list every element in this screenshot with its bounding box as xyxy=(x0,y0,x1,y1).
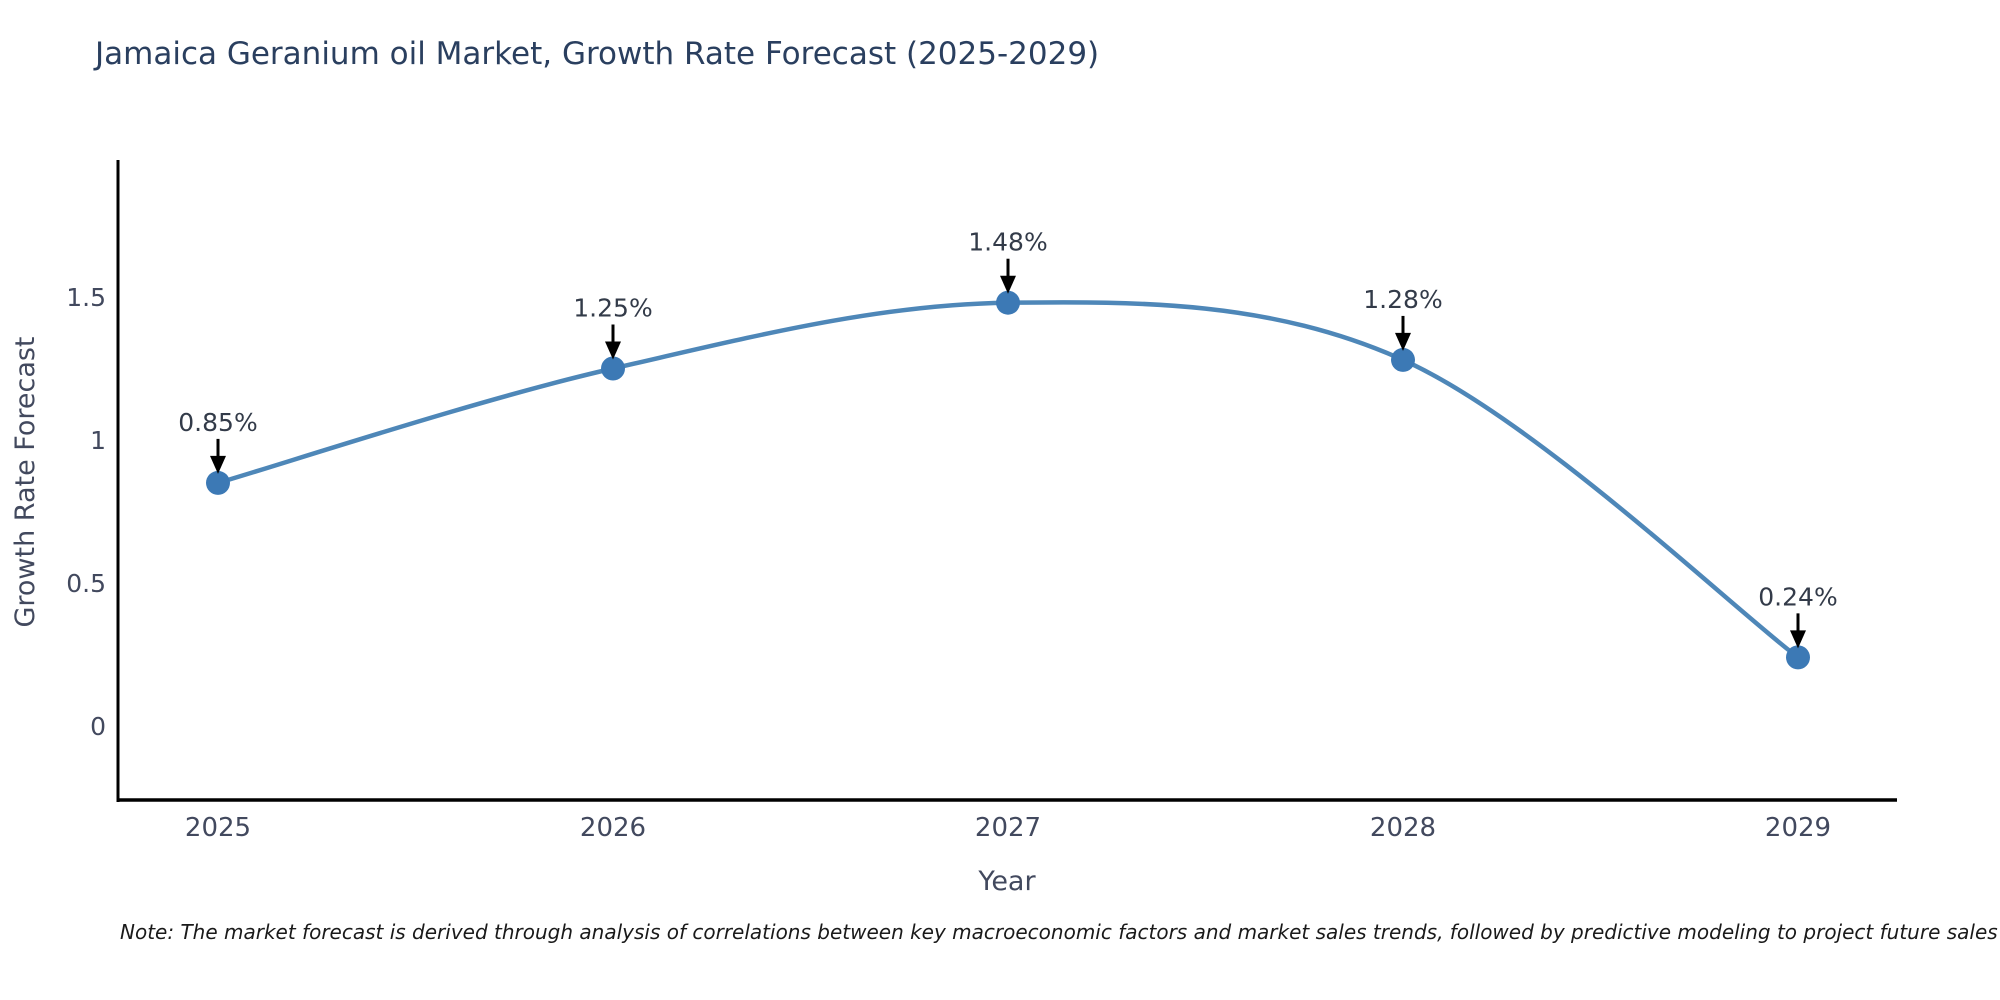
annotation-arrowhead-icon xyxy=(1000,275,1016,294)
x-axis-title: Year xyxy=(977,866,1036,897)
annotation-arrowhead-icon xyxy=(210,455,226,474)
annotation-label: 1.28% xyxy=(1363,285,1442,314)
x-tick-label: 2028 xyxy=(1370,813,1436,843)
x-tick-label: 2027 xyxy=(975,813,1041,843)
x-tick-label: 2025 xyxy=(185,813,251,843)
footnote: Note: The market forecast is derived thr… xyxy=(120,920,1998,944)
annotation-arrowhead-icon xyxy=(1395,332,1411,351)
y-axis-title: Growth Rate Forecast xyxy=(10,336,41,627)
data-point xyxy=(206,470,230,495)
trend-line xyxy=(215,300,1801,660)
annotation-arrowhead-icon xyxy=(605,341,621,360)
annotation-label: 0.24% xyxy=(1758,582,1837,611)
annotation-label: 1.48% xyxy=(968,228,1047,257)
chart-title: Jamaica Geranium oil Market, Growth Rate… xyxy=(95,36,1100,72)
y-tick-label: 1.5 xyxy=(66,283,106,312)
y-tick-label: 0.5 xyxy=(66,569,106,598)
data-point xyxy=(1786,645,1810,670)
y-tick-label: 1 xyxy=(90,426,106,455)
x-tick-label: 2026 xyxy=(580,813,646,843)
y-tick-label: 0 xyxy=(90,712,106,741)
annotation-label: 0.85% xyxy=(178,408,257,437)
data-point xyxy=(601,356,625,381)
x-tick-label: 2029 xyxy=(1765,813,1831,843)
data-point xyxy=(1391,347,1415,372)
annotation-arrowhead-icon xyxy=(1790,630,1806,649)
annotation-label: 1.25% xyxy=(573,294,652,323)
data-point xyxy=(996,290,1020,315)
